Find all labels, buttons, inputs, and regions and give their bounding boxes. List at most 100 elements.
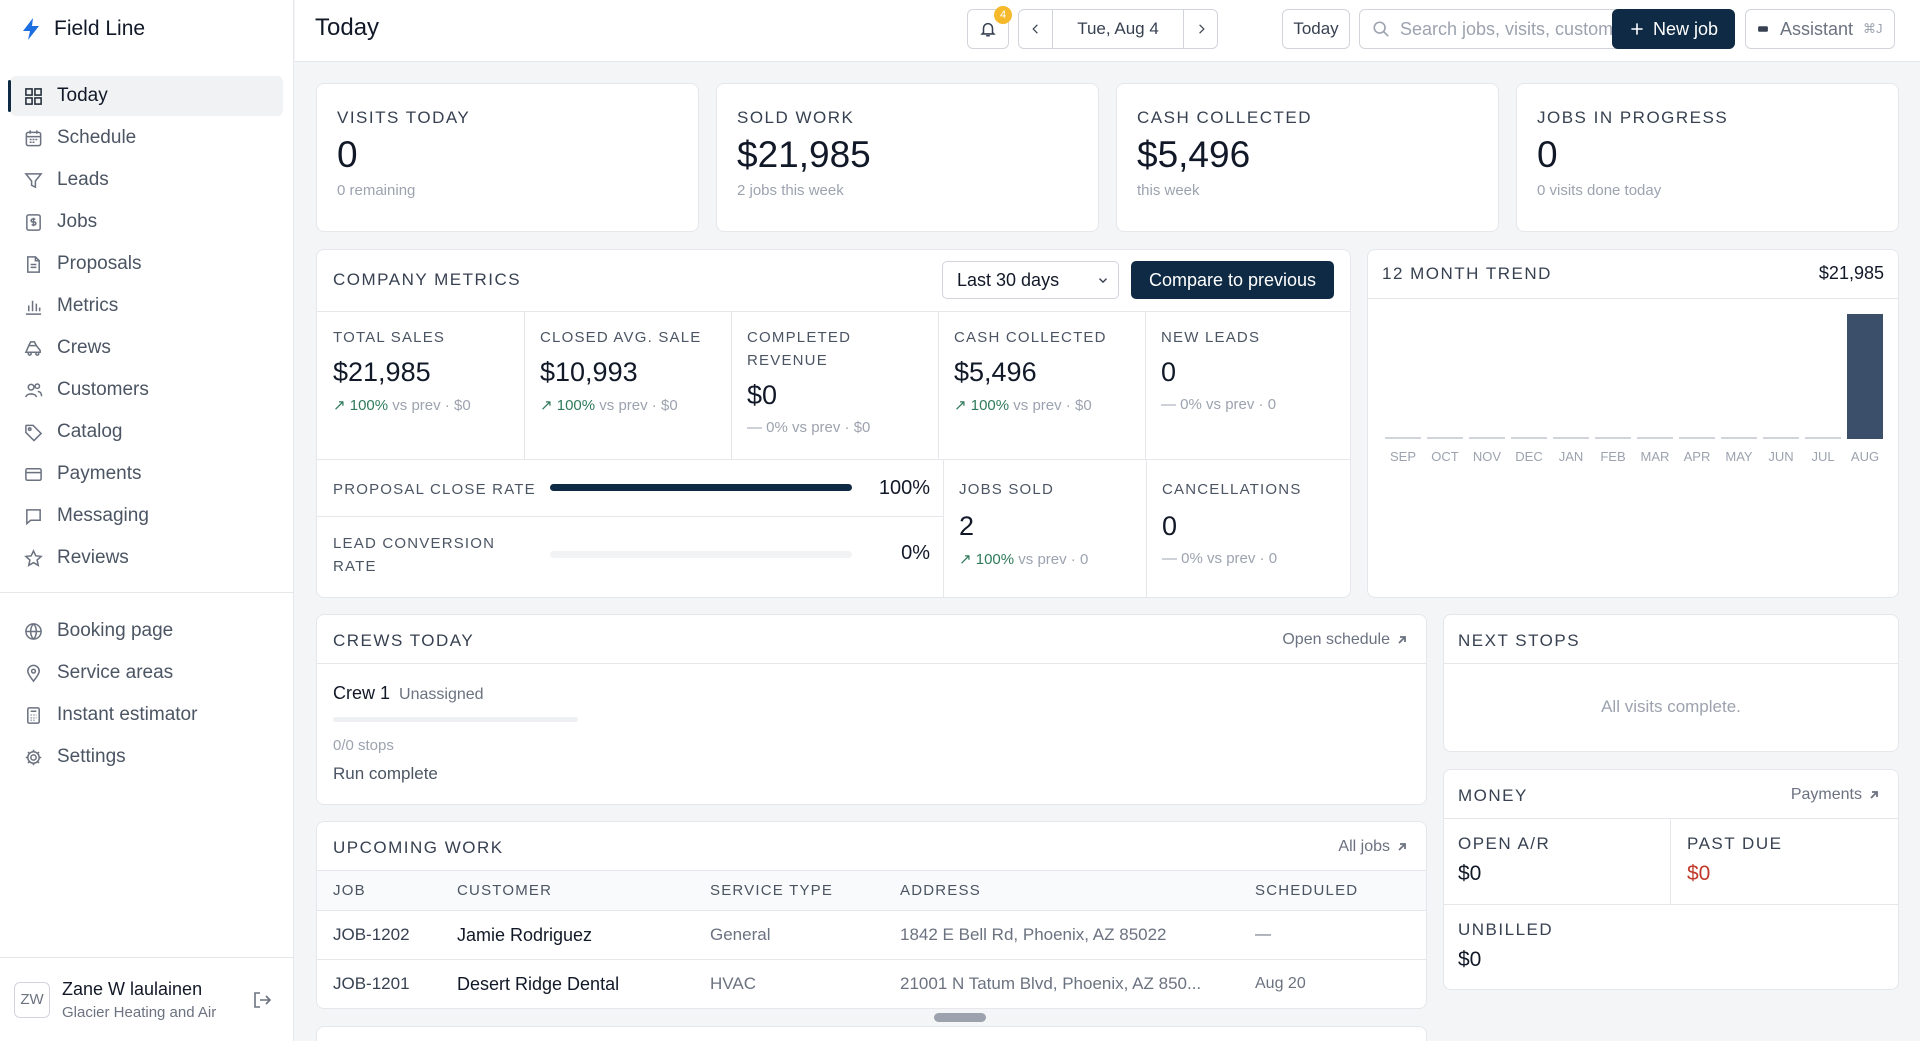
table-row[interactable]: JOB-1201 Desert Ridge Dental HVAC 21001 … [317, 960, 1426, 1009]
section-title: NEXT STOPS [1458, 631, 1581, 650]
cell-job: JOB-1201 [333, 974, 410, 994]
delta-previous: vs prev · $0 [392, 397, 471, 414]
section-title: 12 MONTH TREND [1382, 264, 1552, 283]
user-profile[interactable]: ZW Zane W laulainen Glacier Heating and … [0, 957, 294, 1041]
map-pin-icon [27, 664, 40, 682]
divider [1670, 818, 1671, 904]
month-label: AUG [1851, 449, 1879, 464]
section-title: MONEY [1458, 786, 1528, 805]
dash-icon: — [1161, 396, 1181, 413]
period-select[interactable]: Last 30 days [942, 261, 1119, 299]
metric-label: CANCELLATIONS [1162, 481, 1302, 498]
payments-link[interactable]: Payments [1791, 786, 1880, 804]
sidebar-item-label: Service areas [57, 662, 174, 683]
app-logo[interactable]: Field Line [0, 0, 293, 58]
filter-icon [24, 172, 43, 188]
column-header-scheduled[interactable]: SCHEDULED [1255, 882, 1359, 899]
trend-bar-sep[interactable] [1385, 437, 1421, 439]
horizontal-scrollbar-thumb[interactable] [934, 1013, 986, 1022]
sidebar-item-instant-estimator[interactable]: Instant estimator [10, 695, 283, 735]
sidebar-item-service-areas[interactable]: Service areas [10, 653, 283, 693]
sidebar-item-today[interactable]: Today [8, 76, 283, 116]
next-day-button[interactable] [1183, 10, 1217, 48]
kpi-label: SOLD WORK [737, 108, 855, 127]
metric-completed-revenue: COMPLETED REVENUE $0 — 0% vs prev · $0 [747, 326, 907, 436]
calculator-icon [27, 706, 40, 724]
trend-bar-jan[interactable] [1553, 437, 1589, 439]
proposal-close-rate-bar [550, 484, 852, 491]
trend-bar-mar[interactable] [1637, 437, 1673, 439]
trend-bar-jun[interactable] [1763, 437, 1799, 439]
divider [524, 311, 525, 459]
column-header-customer[interactable]: CUSTOMER [457, 882, 553, 899]
delta-previous: vs prev · 0 [1207, 550, 1278, 567]
rate-value: 100% [878, 477, 930, 499]
sidebar-item-jobs[interactable]: Jobs [10, 202, 283, 242]
current-date[interactable]: Tue, Aug 4 [1077, 19, 1159, 38]
sidebar: Field Line Today Schedule Leads Jobs Pro… [0, 0, 294, 1041]
sidebar-item-settings[interactable]: Settings [10, 737, 283, 777]
all-jobs-link[interactable]: All jobs [1338, 838, 1408, 856]
trend-bar-aug[interactable] [1847, 314, 1883, 439]
trend-total: $21,985 [1818, 263, 1884, 283]
trend-bar-may[interactable] [1721, 437, 1757, 439]
sidebar-item-crews[interactable]: Crews [10, 328, 283, 368]
divider [1368, 298, 1898, 299]
metric-label: NEW LEADS [1161, 329, 1261, 346]
sidebar-item-leads[interactable]: Leads [10, 160, 283, 200]
logout-icon[interactable] [252, 990, 272, 1010]
metric-jobs-sold: JOBS SOLD 2 ↗ 100% vs prev · 0 [959, 478, 1088, 568]
sidebar-item-proposals[interactable]: Proposals [10, 244, 283, 284]
trend-bar-chart: SEP OCT NOV DEC JAN FEB MAR APR MAY JUN JUL AUG [1385, 314, 1883, 464]
next-section-card [316, 1026, 1427, 1041]
sidebar-item-booking-page[interactable]: Booking page [10, 611, 283, 651]
delta-percent: 100% [349, 397, 389, 414]
delta-percent: 0% [1180, 396, 1202, 413]
sidebar-item-schedule[interactable]: Schedule [10, 118, 283, 158]
rate-label: PROPOSAL CLOSE RATE [333, 481, 536, 498]
section-title: UPCOMING WORK [333, 838, 504, 857]
assistant-label: Assistant [1780, 18, 1854, 39]
column-header-address[interactable]: ADDRESS [900, 882, 981, 899]
trend-bar-feb[interactable] [1595, 437, 1631, 439]
cell-address: 21001 N Tatum Blvd, Phoenix, AZ 850... [900, 974, 1202, 994]
delta-percent: 100% [975, 551, 1015, 568]
money-value: $0 [1458, 948, 1482, 971]
sidebar-item-payments[interactable]: Payments [10, 454, 283, 494]
metric-value: $0 [747, 380, 778, 410]
sidebar-item-reviews[interactable]: Reviews [10, 538, 283, 578]
today-button[interactable]: Today [1282, 9, 1350, 49]
notifications-button[interactable]: 4 [967, 6, 1012, 49]
metric-closed-avg-sale: CLOSED AVG. SALE $10,993 ↗ 100% vs prev … [540, 326, 725, 414]
open-schedule-link[interactable]: Open schedule [1282, 631, 1408, 649]
crew-stops: 0/0 stops [333, 737, 394, 754]
trend-bar-dec[interactable] [1511, 437, 1547, 439]
trend-bar-jul[interactable] [1805, 437, 1841, 439]
metric-label: CLOSED AVG. SALE [540, 329, 702, 346]
divider [1444, 904, 1898, 905]
sidebar-item-metrics[interactable]: Metrics [10, 286, 283, 326]
delta-previous: vs prev · 0 [1018, 551, 1089, 568]
trend-bar-nov[interactable] [1469, 437, 1505, 439]
link-label: All jobs [1338, 838, 1390, 855]
column-header-job[interactable]: JOB [333, 882, 366, 899]
crew-row[interactable]: Crew 1 Unassigned [333, 683, 484, 704]
metric-delta: ↗ 100% vs prev · $0 [333, 396, 513, 414]
sidebar-item-catalog[interactable]: Catalog [10, 412, 283, 452]
table-row[interactable]: JOB-1202 Jamie Rodriguez General 1842 E … [317, 911, 1426, 960]
new-job-button[interactable]: New job [1612, 9, 1735, 49]
period-value: Last 30 days [957, 269, 1060, 290]
document-icon [27, 255, 40, 273]
column-header-service-type[interactable]: SERVICE TYPE [710, 882, 834, 899]
sidebar-item-messaging[interactable]: Messaging [10, 496, 283, 536]
users-icon [25, 382, 43, 397]
sidebar-item-customers[interactable]: Customers [10, 370, 283, 410]
metric-label: CASH COLLECTED [954, 329, 1107, 346]
kpi-subtext: 0 visits done today [1537, 182, 1662, 199]
trend-bar-oct[interactable] [1427, 437, 1463, 439]
compare-button[interactable]: Compare to previous [1131, 261, 1334, 299]
assistant-button[interactable]: Assistant ⌘J [1745, 9, 1895, 49]
trend-bar-apr[interactable] [1679, 437, 1715, 439]
previous-day-button[interactable] [1019, 10, 1053, 48]
trend-card: 12 MONTH TREND $21,985 SEP OCT NOV DEC JAN FE… [1367, 249, 1899, 598]
